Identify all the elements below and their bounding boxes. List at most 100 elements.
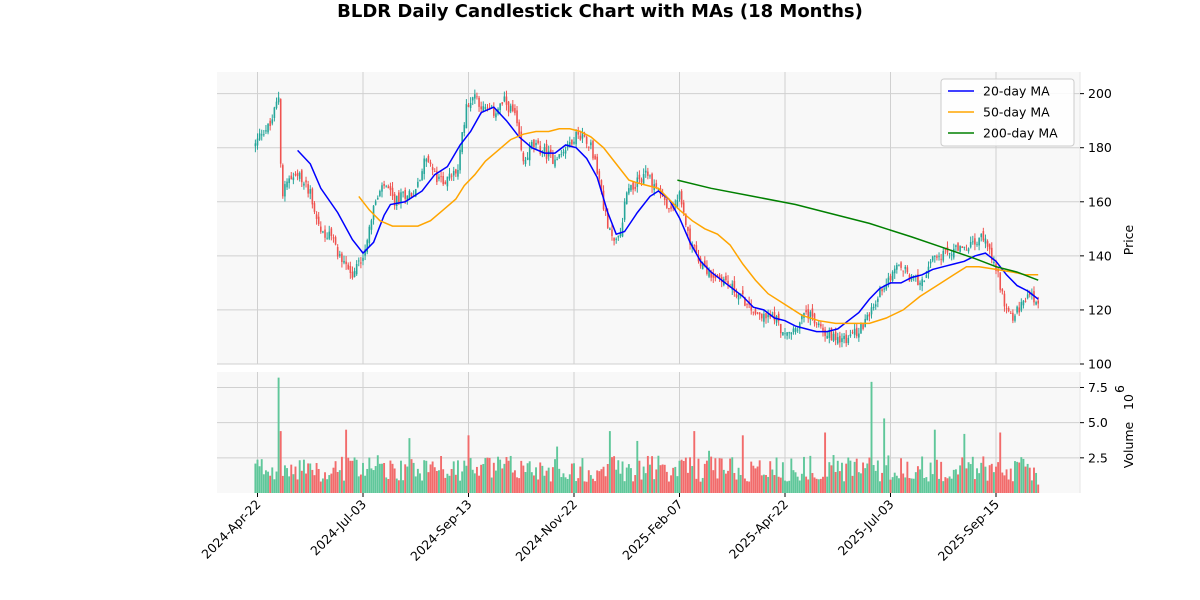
volume-bar — [461, 471, 464, 493]
volume-bar — [691, 466, 694, 493]
candle-body — [824, 329, 826, 336]
volume-bar — [585, 481, 588, 493]
x-tick-label: 2024-Sep-13 — [407, 497, 474, 564]
candle-body — [742, 290, 744, 295]
volume-bar — [1022, 458, 1025, 493]
candle-body — [395, 195, 398, 206]
volume-bar — [674, 466, 677, 493]
candle-body — [322, 231, 324, 233]
candle-body — [1035, 302, 1037, 305]
candle-body — [545, 144, 548, 159]
volume-bar — [621, 461, 624, 493]
candle-body — [811, 308, 814, 317]
volume-bar — [697, 458, 700, 493]
candle-body — [505, 96, 508, 105]
candle-body — [273, 107, 276, 118]
volume-bar — [644, 473, 647, 493]
candle-body — [934, 256, 936, 257]
volume-bar — [381, 463, 383, 493]
volume-bar — [851, 475, 854, 493]
candle-body — [341, 253, 343, 262]
volume-bar — [982, 456, 985, 493]
candle-body — [459, 149, 461, 171]
candle-body — [790, 332, 793, 335]
volume-bar — [923, 477, 926, 493]
candle-body — [284, 184, 286, 197]
volume-bar — [305, 473, 307, 493]
candle-body — [929, 261, 932, 264]
volume-bar — [807, 479, 810, 493]
candle-body — [423, 158, 425, 174]
candle-body — [286, 181, 288, 188]
volume-bar — [397, 480, 400, 493]
volume-bar — [718, 458, 721, 493]
candle-body — [634, 186, 636, 189]
volume-bar — [448, 475, 451, 493]
volume-bar — [374, 466, 377, 493]
volume-bar — [826, 476, 829, 493]
volume-bar — [701, 477, 704, 493]
candle-body — [948, 253, 951, 255]
volume-bar — [676, 476, 679, 493]
candle-body — [655, 183, 658, 187]
volume-bar — [758, 460, 761, 493]
volume-bar — [904, 477, 907, 493]
volume-bar — [402, 480, 405, 493]
volume-bar — [307, 463, 310, 493]
volume-bar — [897, 478, 900, 493]
candle-body — [320, 226, 322, 232]
volume-bar — [408, 438, 411, 493]
candle-body — [1005, 307, 1008, 309]
volume-bar — [568, 474, 571, 493]
candle-body — [699, 258, 702, 267]
volume-bar — [748, 481, 751, 493]
candle-body — [809, 311, 812, 320]
candle-body — [891, 271, 894, 281]
volume-bar — [347, 457, 350, 493]
volume-bar — [680, 459, 683, 493]
candle-body — [625, 192, 628, 205]
volume-bar — [254, 463, 257, 493]
candle-body — [1014, 315, 1016, 321]
candle-body — [501, 102, 504, 104]
candle-body — [482, 106, 485, 112]
candle-body — [763, 313, 765, 322]
volume-bar — [1009, 468, 1012, 493]
candle-body — [568, 142, 571, 148]
ma-line-200-day-ma — [677, 179, 1039, 281]
candle-body — [467, 105, 470, 107]
volume-bar — [773, 475, 776, 493]
volume-bar — [539, 462, 542, 493]
volume-bar — [703, 463, 706, 493]
volume-bar — [935, 459, 938, 493]
volume-bar — [1028, 467, 1031, 493]
candle-body — [990, 247, 993, 260]
candle-body — [678, 191, 681, 200]
volume-bar — [1035, 472, 1038, 493]
volume-bar — [256, 459, 259, 493]
candle-body — [792, 328, 795, 333]
volume-bar — [944, 477, 947, 493]
volume-bar — [368, 457, 371, 493]
volume-bar — [1001, 472, 1004, 493]
volume-bar — [528, 461, 531, 493]
volume-bar — [556, 446, 559, 493]
volume-bar — [705, 460, 708, 493]
volume-bar — [324, 472, 326, 493]
volume-bar — [551, 467, 554, 493]
volume-bar — [486, 457, 489, 493]
volume-bar — [410, 459, 413, 493]
candle-body — [600, 180, 603, 192]
volume-bar — [583, 481, 586, 493]
candle-body — [784, 333, 786, 335]
volume-bar — [271, 467, 274, 493]
legend-box — [940, 78, 1075, 147]
price-panel-background — [217, 72, 1080, 364]
volume-bar — [961, 457, 964, 493]
volume-bar — [630, 468, 632, 493]
volume-bar — [343, 480, 345, 493]
volume-bar — [446, 473, 449, 493]
chart-title: BLDR Daily Candlestick Chart with MAs (1… — [337, 1, 863, 22]
volume-bar — [300, 470, 303, 493]
volume-bar — [908, 478, 911, 493]
